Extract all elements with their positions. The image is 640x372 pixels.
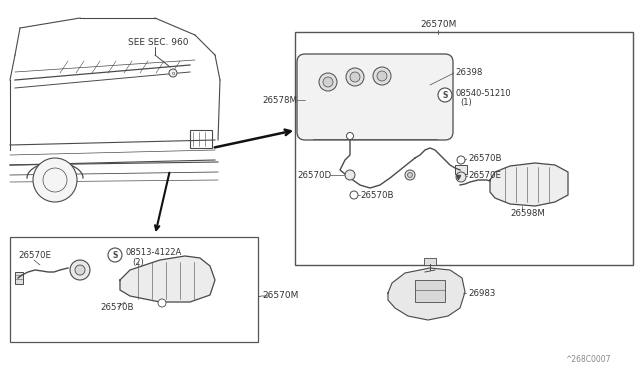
Bar	[190, 130, 212, 148]
Circle shape	[408, 173, 413, 177]
Circle shape	[75, 265, 85, 275]
Bar	[424, 258, 436, 265]
Bar	[10, 237, 258, 342]
FancyBboxPatch shape	[297, 54, 453, 140]
Circle shape	[169, 69, 177, 77]
Circle shape	[346, 68, 364, 86]
Text: 26570B: 26570B	[360, 190, 394, 199]
Circle shape	[33, 158, 77, 202]
Polygon shape	[490, 163, 568, 206]
Bar	[415, 280, 445, 302]
Text: SEE SEC. 960: SEE SEC. 960	[128, 38, 189, 46]
Circle shape	[438, 88, 452, 102]
Circle shape	[319, 73, 337, 91]
Circle shape	[108, 248, 122, 262]
Text: (2): (2)	[132, 257, 144, 266]
Text: 26570E: 26570E	[18, 251, 51, 260]
Text: 26983: 26983	[468, 289, 495, 298]
Text: S: S	[112, 250, 118, 260]
Bar	[295, 32, 633, 265]
Text: 08513-4122A: 08513-4122A	[125, 247, 181, 257]
Text: 26570M: 26570M	[262, 291, 298, 299]
Bar	[455, 165, 467, 174]
Text: S: S	[442, 90, 448, 99]
Text: 08540-51210: 08540-51210	[455, 89, 511, 97]
Text: 26578M: 26578M	[262, 96, 297, 105]
Circle shape	[323, 77, 333, 87]
Text: 26570B: 26570B	[100, 304, 134, 312]
Circle shape	[405, 170, 415, 180]
Polygon shape	[388, 268, 465, 320]
Circle shape	[158, 299, 166, 307]
Text: ^268C0007: ^268C0007	[565, 356, 611, 365]
Text: 26570B: 26570B	[468, 154, 502, 163]
Circle shape	[377, 71, 387, 81]
Text: (1): (1)	[460, 97, 472, 106]
Circle shape	[373, 67, 391, 85]
Text: o: o	[172, 71, 175, 76]
Circle shape	[456, 172, 466, 182]
Circle shape	[350, 72, 360, 82]
Text: 26570M: 26570M	[420, 19, 456, 29]
Text: 26570D: 26570D	[297, 170, 331, 180]
Circle shape	[346, 132, 353, 140]
Bar	[15, 272, 23, 284]
Text: 26570E: 26570E	[468, 170, 501, 180]
Text: 26398: 26398	[455, 67, 483, 77]
Polygon shape	[120, 256, 215, 302]
Circle shape	[70, 260, 90, 280]
Circle shape	[345, 170, 355, 180]
Text: 26598M: 26598M	[510, 208, 545, 218]
